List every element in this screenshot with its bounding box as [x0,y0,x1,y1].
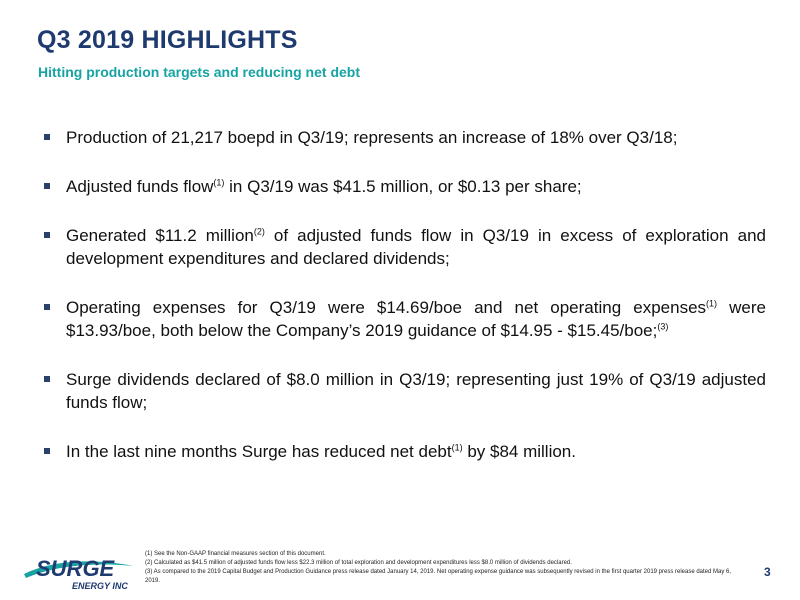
highlight-text: Production of 21,217 boepd in Q3/19; rep… [66,128,678,147]
footnote-ref: (1) [451,442,463,453]
footnotes: (1) See the Non-GAAP financial measures … [145,550,745,586]
footnote-ref: (3) [657,321,669,332]
highlight-text: In the last nine months Surge has reduce… [66,442,452,461]
surge-energy-logo: SURGE ENERGY INC [24,556,134,591]
highlight-text: in Q3/19 was $41.5 million, or $0.13 per… [224,177,582,196]
highlight-text: Operating expenses for Q3/19 were $14.69… [66,298,707,317]
footnote: (3) As compared to the 2019 Capital Budg… [145,569,732,584]
highlight-item: Generated $11.2 million(2) of adjusted f… [44,224,766,270]
footnote-ref: (1) [213,177,225,188]
bullet-square-icon [44,183,50,189]
logo-subtext: ENERGY INC [72,581,128,591]
bullet-square-icon [44,448,50,454]
highlight-item: In the last nine months Surge has reduce… [44,440,766,463]
highlight-item: Adjusted funds flow(1) in Q3/19 was $41.… [44,175,766,198]
page-number: 3 [764,565,771,579]
highlight-text: Adjusted funds flow [66,177,214,196]
bullet-square-icon [44,134,50,140]
logo-wordmark: SURGE [36,556,116,581]
footnote: (2) Calculated as $41.5 million of adjus… [145,560,572,566]
page-title: Q3 2019 HIGHLIGHTS [37,26,298,54]
highlight-item: Operating expenses for Q3/19 were $14.69… [44,296,766,342]
highlight-item: Production of 21,217 boepd in Q3/19; rep… [44,126,766,149]
footnote: (1) See the Non-GAAP financial measures … [145,551,326,557]
highlight-text: by $84 million. [462,442,576,461]
highlight-text: Generated $11.2 million [66,226,254,245]
bullet-square-icon [44,304,50,310]
highlight-text: were $13.93/boe, both below the Company’… [66,298,766,340]
bullet-square-icon [44,376,50,382]
highlights-list: Production of 21,217 boepd in Q3/19; rep… [44,126,766,489]
page-subtitle: Hitting production targets and reducing … [38,64,360,80]
bullet-square-icon [44,232,50,238]
highlight-text: Surge dividends declared of $8.0 million… [66,370,766,412]
footnote-ref: (2) [253,226,265,237]
logo-swoosh [24,561,134,578]
highlight-item: Surge dividends declared of $8.0 million… [44,368,766,414]
highlight-text: of adjusted funds flow in Q3/19 in exces… [66,226,766,268]
footnote-ref: (1) [706,298,718,309]
